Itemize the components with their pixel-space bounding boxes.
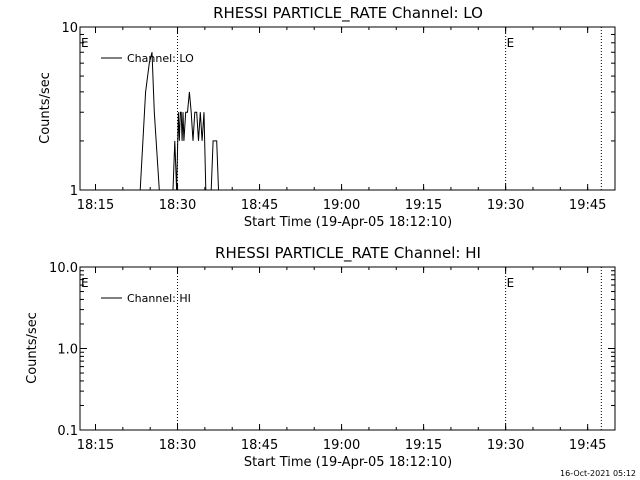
panel-hi-x-axis-label: Start Time (19-Apr-05 18:12:10) bbox=[244, 455, 452, 470]
panel-lo-start-marker-label: E bbox=[81, 36, 89, 50]
panel-hi-x-tick-label: 19:30 bbox=[487, 438, 524, 453]
panel-lo-x-tick-label: 19:15 bbox=[405, 198, 442, 213]
panel-hi-y-tick-label: 0.1 bbox=[57, 424, 78, 439]
panel-lo-axes-frame bbox=[79, 26, 616, 191]
panel-hi-legend-label: Channel: HI bbox=[127, 292, 191, 305]
panel-lo-series bbox=[139, 52, 221, 191]
panel-lo-title: RHESSI PARTICLE_RATE Channel: LO bbox=[213, 4, 483, 23]
panel-lo-x-tick-label: 18:45 bbox=[241, 198, 278, 213]
panel-lo-legend-label: Channel: LO bbox=[127, 52, 194, 65]
panel-hi-ticks: 18:15 18:30 18:45 19:00 19:15 19:30 19:45 0.1 1.… bbox=[49, 261, 616, 453]
panel-hi-x-tick-label: 19:00 bbox=[323, 438, 360, 453]
panel-lo-y-tick-label: 1 bbox=[70, 184, 78, 199]
panel-hi-x-tick-label: 18:45 bbox=[241, 438, 278, 453]
panel-hi-x-tick-label: 19:45 bbox=[569, 438, 606, 453]
panel-lo-x-tick-label: 19:00 bbox=[323, 198, 360, 213]
panel-lo-ticks: 18:15 18:30 18:45 19:00 19:15 19:30 19:45 1 10 bbox=[61, 21, 616, 213]
panel-hi-x-tick-label: 19:15 bbox=[405, 438, 442, 453]
panel-lo-x-tick-label: 18:15 bbox=[77, 198, 114, 213]
panel-lo: RHESSI PARTICLE_RATE Channel: LO Counts/… bbox=[38, 4, 616, 230]
panel-hi-title: RHESSI PARTICLE_RATE Channel: HI bbox=[215, 244, 481, 263]
panel-hi: RHESSI PARTICLE_RATE Channel: HI Counts/… bbox=[25, 244, 616, 470]
panel-hi-start-marker-label: E bbox=[81, 276, 89, 290]
panel-hi-marker-label: E bbox=[507, 276, 515, 290]
panel-hi-y-axis-label: Counts/sec bbox=[25, 312, 40, 384]
panel-lo-x-tick-label: 19:30 bbox=[487, 198, 524, 213]
panel-lo-x-tick-label: 18:30 bbox=[159, 198, 196, 213]
panel-hi-marker-lines: E bbox=[177, 267, 602, 430]
footer-timestamp: 16-Oct-2021 05:12 bbox=[560, 469, 636, 478]
panel-hi-x-tick-label: 18:30 bbox=[159, 438, 196, 453]
panel-lo-marker-lines: E bbox=[177, 27, 602, 190]
panel-hi-y-tick-label: 10.0 bbox=[49, 261, 78, 276]
panel-lo-x-axis-label: Start Time (19-Apr-05 18:12:10) bbox=[244, 215, 452, 230]
panel-lo-series-line bbox=[139, 52, 221, 191]
panel-lo-y-tick-label: 10 bbox=[61, 21, 78, 36]
panel-lo-x-tick-label: 19:45 bbox=[569, 198, 606, 213]
panel-lo-marker-label: E bbox=[507, 36, 515, 50]
panel-hi-y-tick-label: 1.0 bbox=[57, 343, 78, 358]
panel-hi-x-tick-label: 18:15 bbox=[77, 438, 114, 453]
panel-lo-y-axis-label: Counts/sec bbox=[38, 72, 53, 144]
